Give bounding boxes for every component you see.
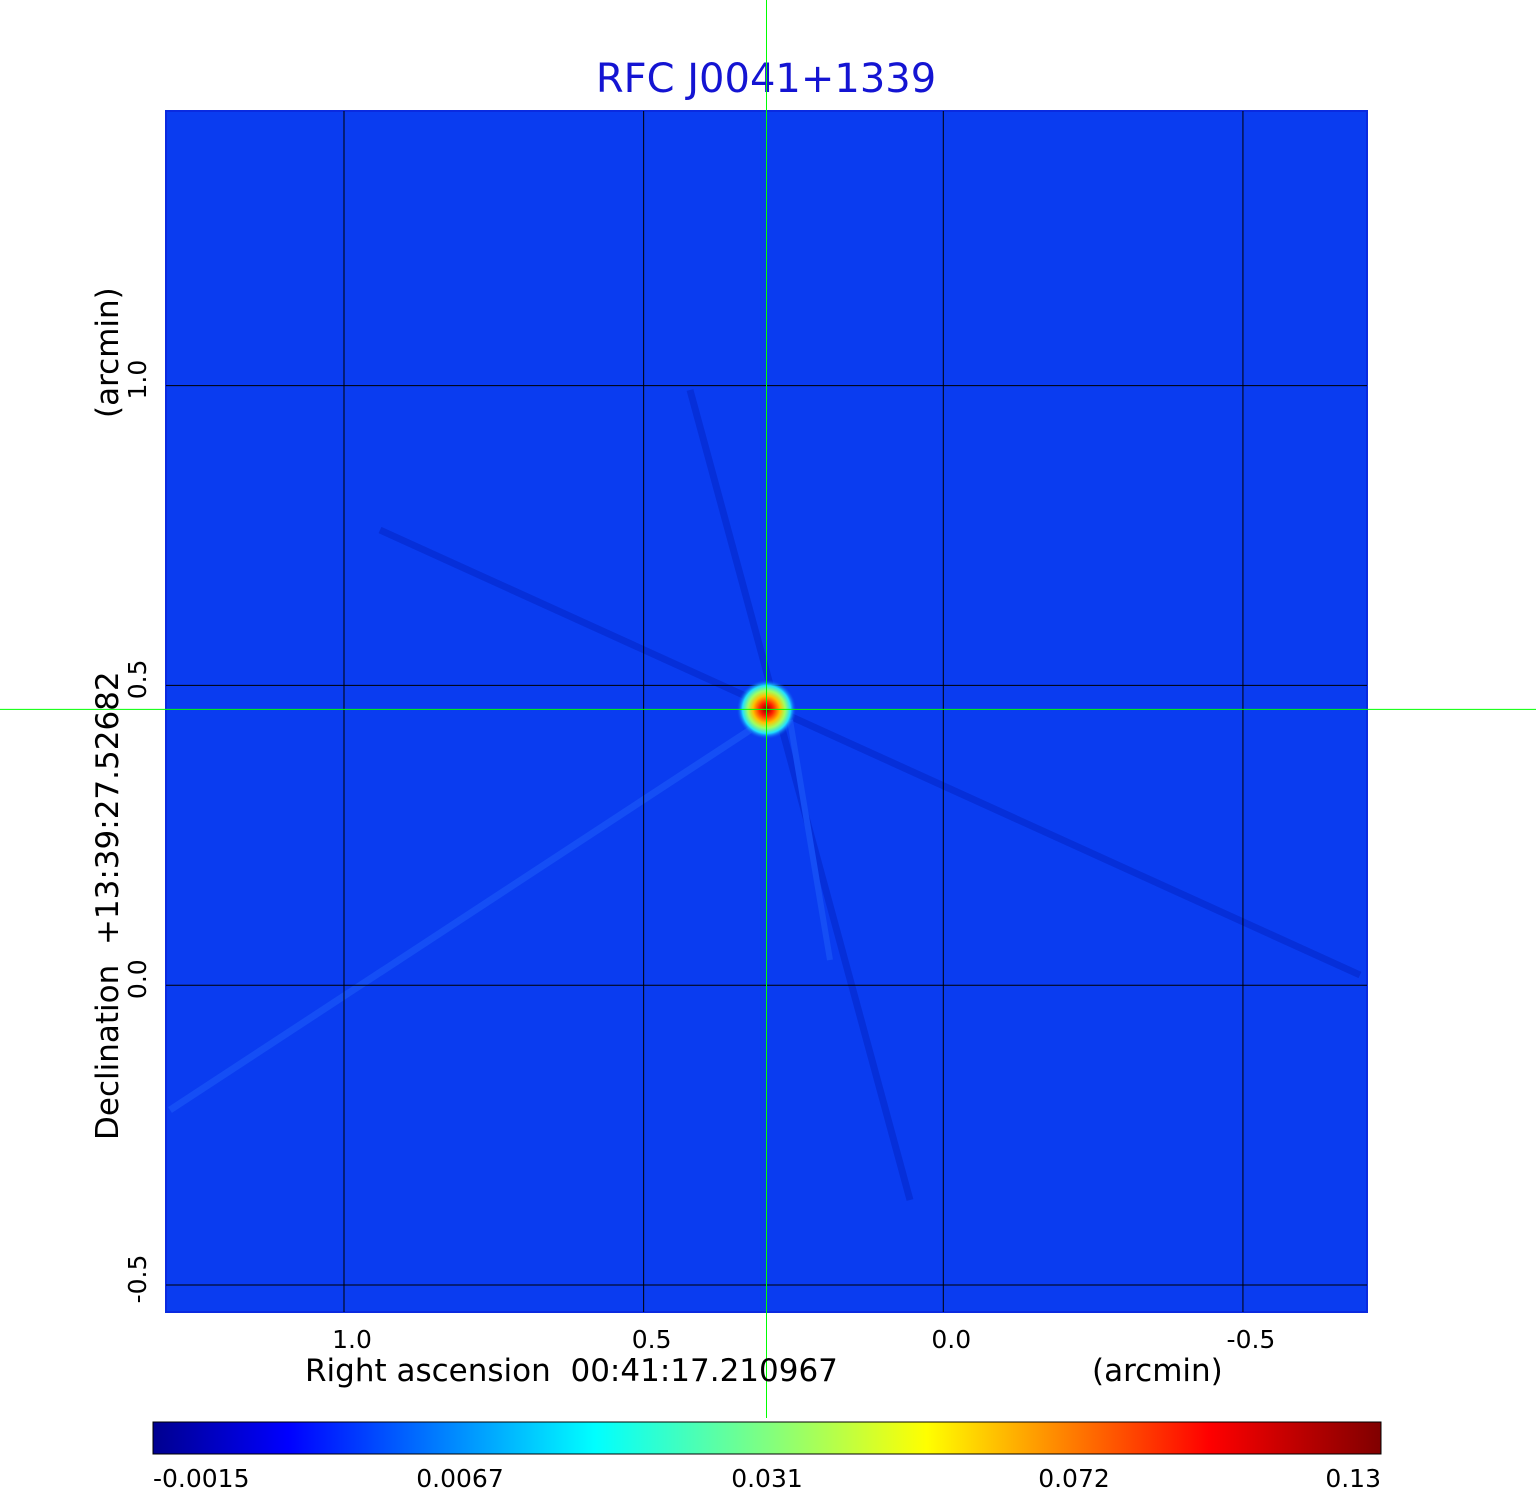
y-tick-label: -0.5: [123, 1255, 152, 1304]
y-tick-label: 1.0: [123, 360, 152, 400]
y-axis-unit: (arcmin): [90, 287, 126, 418]
colorbar-tick-label: 0.0067: [416, 1464, 503, 1493]
y-tick-label: 0.0: [123, 959, 152, 999]
x-tick-label: 1.0: [332, 1325, 372, 1354]
y-axis-label: Declination +13:39:27.52682: [90, 671, 126, 1140]
colorbar-tick-labels: -0.0015 0.0067 0.031 0.072 0.13: [153, 1464, 1381, 1493]
streak-light-1: [168, 727, 752, 1113]
colorbar: [152, 1421, 1382, 1455]
y-tick-labels: 1.0 0.5 0.0 -0.5: [123, 360, 152, 1304]
colorbar-tick-label: 0.072: [1038, 1464, 1110, 1493]
x-tick-labels: 1.0 0.5 0.0 -0.5: [332, 1325, 1275, 1354]
x-tick-label: -0.5: [1227, 1325, 1276, 1354]
crosshair: [0, 0, 1536, 1418]
colorbar-tick-label: 0.031: [731, 1464, 803, 1493]
streak-dark-1: [378, 526, 1362, 979]
x-tick-label: 0.0: [931, 1325, 971, 1354]
colorbar-tick-label: -0.0015: [153, 1464, 250, 1493]
x-axis-unit: (arcmin): [1092, 1353, 1223, 1389]
streak-dark-2: [686, 389, 914, 1201]
sidelobe-streaks: [168, 389, 1362, 1201]
x-axis-label: Right ascension 00:41:17.210967: [305, 1353, 838, 1389]
y-tick-label: 0.5: [123, 660, 152, 700]
x-tick-label: 0.5: [632, 1325, 672, 1354]
colorbar-tick-label: 0.13: [1325, 1464, 1381, 1493]
streak-light-2: [787, 719, 833, 961]
grid: [166, 111, 1367, 1312]
